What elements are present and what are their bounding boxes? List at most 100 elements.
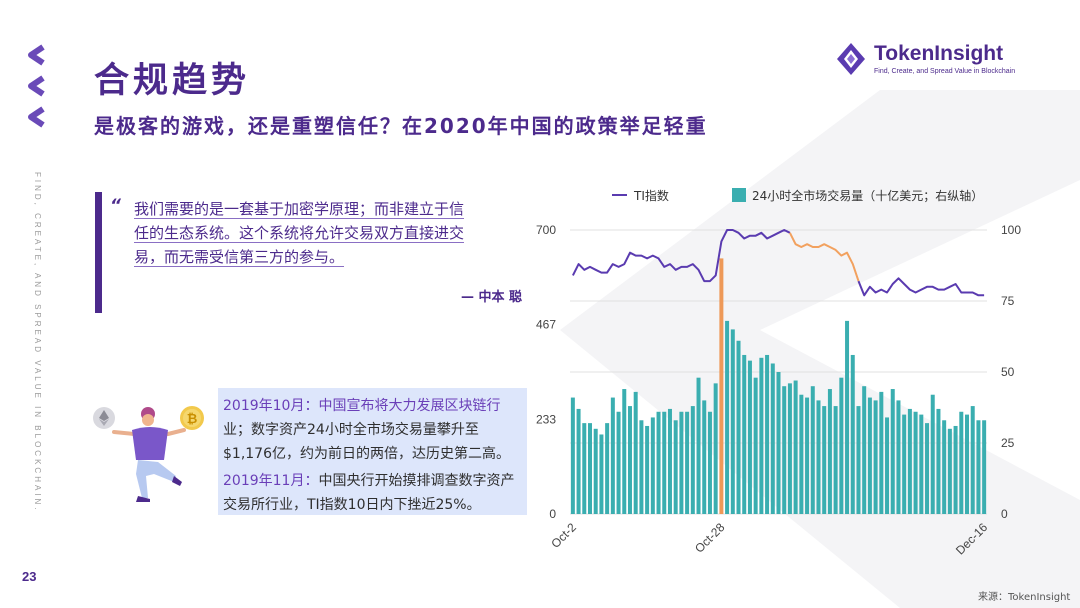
volume-bar: [907, 408, 912, 514]
note-line: 2019年11月：中国央行开始摸排调查数字资产: [223, 473, 515, 489]
volume-bar: [799, 394, 804, 514]
quote-line: 我们需要的是一套基于加密学原理；而非建立于信: [134, 200, 465, 219]
volume-bar: [707, 411, 712, 514]
volume-bar: [896, 400, 901, 514]
volume-bar: [570, 397, 575, 514]
volume-bar: [730, 329, 735, 514]
volume-bar: [656, 411, 661, 514]
left-axis-tick-label: 233: [536, 412, 556, 426]
volume-bar: [965, 414, 970, 514]
volume-bar: [765, 354, 770, 514]
volume-bar: [822, 406, 827, 514]
volume-bar: [856, 406, 861, 514]
volume-bar: [885, 417, 890, 514]
volume-bar: [805, 397, 810, 514]
volume-bar: [793, 380, 798, 514]
volume-bar: [702, 400, 707, 514]
highlight-bar: [719, 258, 724, 514]
volume-bar: [753, 377, 758, 514]
volume-bar: [810, 386, 815, 514]
quote-accent-bar: [95, 192, 102, 313]
volume-bar: [605, 423, 610, 514]
right-axis-tick-label: 75: [1001, 294, 1015, 308]
page-title: 合规趋势: [94, 61, 251, 101]
volume-bar: [599, 434, 604, 514]
volume-bar: [576, 408, 581, 514]
person-with-coins-illustration: ₿: [93, 406, 204, 502]
volume-bar: [862, 386, 867, 514]
volume-bar: [902, 414, 907, 514]
chevron-left-icon: [26, 106, 48, 128]
brand-tagline: Find, Create, and Spread Value in Blockc…: [874, 68, 1016, 75]
note-date-oct: 2019年10月：: [223, 398, 319, 414]
left-axis-tick-label: 467: [536, 318, 556, 332]
quote-line: 易，而无需受信第三方的参与。: [134, 248, 345, 267]
chevron-left-icon: [26, 75, 48, 97]
tokeninsight-logo-icon: [837, 43, 865, 75]
volume-bar: [622, 389, 627, 514]
note-line: 交易所行业，TI指数10日内下挫近25%。: [223, 497, 481, 513]
volume-bar: [782, 386, 787, 514]
volume-bar: [650, 417, 655, 514]
volume-bar: [633, 391, 638, 514]
volume-bar: [747, 360, 752, 514]
volume-bar: [759, 357, 764, 514]
quote-text: 我们需要的是一套基于加密学原理；而非建立于信 任的生态系统。这个系统将允许交易双…: [134, 197, 519, 269]
source-note: 来源：TokenInsight: [978, 592, 1071, 603]
volume-bar: [959, 411, 964, 514]
volume-bar: [587, 423, 592, 514]
quote-author: — 中本 聪: [461, 290, 523, 305]
x-axis-tick-label: Oct-28: [692, 520, 728, 556]
volume-bar: [787, 383, 792, 514]
page-subtitle: 是极客的游戏，还是重塑信任？在2020年中国的政策举足轻重: [94, 114, 708, 138]
legend-bar-swatch: [732, 188, 746, 202]
volume-bar: [616, 411, 621, 514]
volume-bar: [873, 400, 878, 514]
note-line: $1,176亿，约为前日的两倍，达历史第二高。: [223, 446, 510, 462]
volume-bar: [976, 420, 981, 514]
legend-label-ti-index: TI指数: [633, 188, 669, 203]
volume-bar: [582, 423, 587, 514]
volume-bar: [930, 394, 935, 514]
note-line: 业；数字资产24小时全市场交易量攀升至: [223, 422, 479, 438]
right-axis-tick-label: 100: [1001, 223, 1021, 237]
volume-bar: [867, 397, 872, 514]
ti-index-line-decline: [789, 232, 860, 282]
ti-index-line: [857, 277, 985, 297]
volume-bar: [936, 408, 941, 514]
ti-index-line: [572, 229, 791, 283]
volume-bar: [850, 354, 855, 514]
svg-text:₿: ₿: [187, 411, 198, 426]
side-slogan: FIND, CREATE, AND SPREAD VALUE IN BLOCKC…: [33, 172, 42, 513]
x-axis-tick-label: Oct-2: [548, 520, 579, 551]
right-axis-tick-label: 0: [1001, 507, 1008, 521]
volume-bar: [776, 372, 781, 514]
brand-name: TokenInsight: [874, 42, 1004, 65]
volume-bar: [673, 420, 678, 514]
volume-bar: [696, 377, 701, 514]
volume-bar: [593, 428, 598, 514]
bitcoin-coin-icon: ₿: [180, 406, 204, 430]
volume-bar: [970, 406, 975, 514]
page-number: 23: [22, 569, 37, 584]
timeline-note-box: 2019年10月：中国宣布将大力发展区块链行 业；数字资产24小时全市场交易量攀…: [218, 388, 527, 515]
legend-label-volume: 24小时全市场交易量（十亿美元；右纵轴）: [752, 188, 983, 203]
right-axis-tick-label: 50: [1001, 365, 1015, 379]
volume-bar: [827, 389, 832, 514]
volume-bar: [833, 406, 838, 514]
x-axis-tick-label: Dec-16: [953, 520, 990, 557]
volume-bar: [667, 408, 672, 514]
volume-bar: [879, 391, 884, 514]
volume-bar: [645, 425, 650, 514]
volume-bar: [982, 420, 987, 514]
volume-bar: [690, 406, 695, 514]
volume-bar: [610, 397, 615, 514]
volume-bar: [816, 400, 821, 514]
volume-bar: [947, 428, 952, 514]
left-axis-tick-label: 700: [536, 223, 556, 237]
volume-bar: [713, 383, 718, 514]
quote-mark-icon: “: [110, 196, 121, 216]
volume-bar: [953, 425, 958, 514]
volume-bar: [639, 420, 644, 514]
